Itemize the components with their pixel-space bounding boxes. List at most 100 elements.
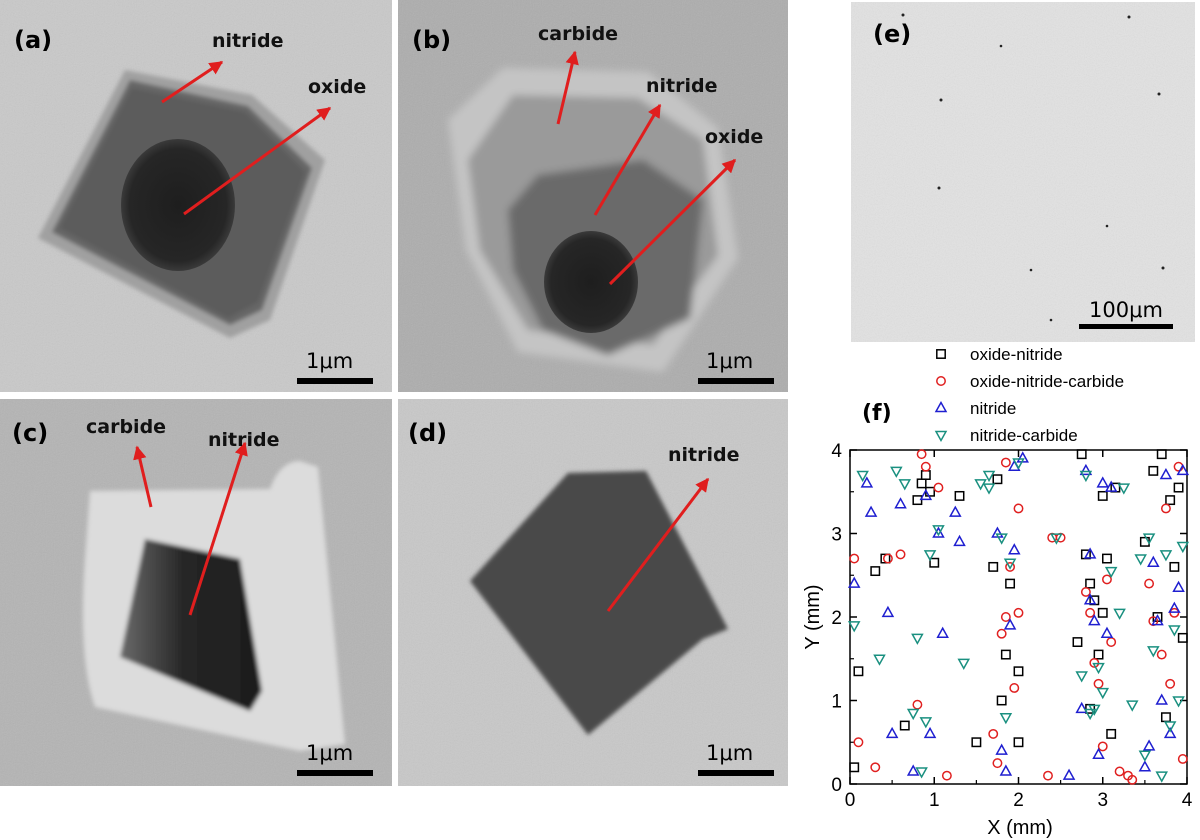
point-oxide-nitride: [1106, 728, 1117, 739]
legend: oxide-nitride oxide-nitride-carbide nitrid…: [934, 345, 1124, 445]
point-oxide-nitride: [1169, 561, 1180, 572]
point-nitride: [1083, 547, 1097, 559]
label-nitride-d: nitride: [668, 444, 740, 466]
point-nitride-carbide: [982, 470, 996, 483]
point-nitride: [1088, 614, 1101, 626]
inclusion-dots: [901, 13, 1165, 322]
point-nitride-carbide: [1083, 708, 1097, 721]
scale-text-b: 1μm: [706, 349, 753, 373]
point-nitride: [1104, 480, 1118, 492]
label-oxide-a: oxide: [308, 76, 366, 98]
panel-f: (f) oxide-nitride oxide-nitride-carbide ni…: [802, 345, 1193, 839]
point-nitride: [1159, 468, 1173, 480]
point-nitride-carbide: [1104, 566, 1118, 579]
point-oxide-nitride-carbide: [1156, 649, 1167, 660]
point-nitride-carbide: [1088, 704, 1101, 716]
point-nitride-carbide: [1075, 671, 1088, 683]
point-oxide-nitride-carbide: [853, 737, 864, 748]
point-nitride-carbide: [911, 633, 924, 645]
point-oxide-nitride: [916, 478, 927, 489]
legend-label-oxide-nitride: oxide-nitride: [970, 345, 1063, 364]
point-nitride: [885, 726, 899, 739]
point-oxide-nitride-carbide: [895, 549, 906, 560]
point-oxide-nitride-carbide: [941, 770, 952, 781]
point-nitride: [999, 764, 1013, 776]
particle-c: [82, 461, 345, 751]
series-nitride: [847, 451, 1190, 780]
point-nitride: [1155, 693, 1168, 705]
point-oxide-nitride-carbide: [1106, 637, 1117, 647]
scale-text-d: 1μm: [706, 741, 753, 765]
point-nitride: [1163, 726, 1177, 739]
point-oxide-nitride: [954, 490, 965, 501]
point-nitride-carbide: [1012, 458, 1025, 470]
point-nitride: [1142, 739, 1156, 751]
arrow-oxide-a: [183, 106, 332, 216]
point-oxide-nitride: [996, 695, 1007, 706]
point-nitride: [1096, 476, 1110, 488]
point-nitride-carbide: [1113, 608, 1126, 620]
scale-text-e: 100μm: [1089, 298, 1163, 322]
point-nitride: [1147, 555, 1160, 567]
arrow-nitride-a: [161, 60, 224, 104]
point-oxide-nitride: [899, 720, 910, 731]
point-nitride: [1138, 760, 1152, 772]
point-nitride: [864, 505, 878, 517]
point-nitride: [995, 743, 1008, 755]
point-oxide-nitride: [1000, 649, 1011, 660]
point-oxide-nitride: [853, 666, 864, 677]
legend-label-oxide-nitride-carbide: oxide-nitride-carbide: [970, 372, 1124, 391]
point-nitride-carbide: [974, 479, 987, 491]
point-nitride-carbide: [1125, 700, 1139, 712]
oxide-core-b: [544, 231, 638, 333]
point-oxide-nitride-carbide: [996, 628, 1007, 639]
x-tick-label: 1: [929, 790, 940, 811]
point-oxide-nitride-carbide: [1102, 574, 1112, 585]
label-nitride-b: nitride: [646, 75, 718, 97]
legend-marker-oxide-nitride-carbide: [936, 376, 946, 386]
point-nitride-carbide: [982, 483, 996, 495]
scale-bar-c: [297, 770, 373, 776]
point-oxide-nitride-carbide: [912, 699, 923, 710]
legend-marker-oxide-nitride: [936, 349, 946, 359]
point-nitride-carbide: [898, 479, 912, 491]
scale-text-c: 1μm: [306, 741, 353, 765]
point-nitride-carbide: [1147, 646, 1160, 658]
point-nitride-carbide: [1050, 533, 1063, 545]
point-nitride: [847, 576, 861, 588]
point-oxide-nitride-carbide: [1097, 741, 1108, 752]
y-tick-label: 3: [831, 525, 842, 546]
point-oxide-nitride: [1102, 553, 1112, 564]
point-oxide-nitride-carbide: [1013, 503, 1024, 514]
point-oxide-nitride: [1148, 465, 1159, 476]
scale-bar-d: [698, 770, 774, 776]
panel-label-b: (b): [412, 26, 451, 54]
point-oxide-nitride-carbide: [1114, 766, 1125, 777]
point-nitride-carbide: [1142, 533, 1156, 545]
series-nitride-carbide: [847, 458, 1190, 783]
point-nitride-carbide: [1079, 470, 1093, 483]
panel-d: (d) nitride 1μm: [398, 399, 788, 786]
point-nitride: [906, 764, 920, 776]
x-tick-label: 3: [1097, 790, 1108, 811]
x-tick-label: 4: [1182, 790, 1193, 811]
point-nitride-carbide: [1134, 554, 1147, 566]
point-nitride-carbide: [957, 658, 971, 670]
point-oxide-nitride-carbide: [1144, 578, 1155, 589]
panel-a: (a) nitride oxide 1μm: [0, 0, 392, 392]
point-nitride-carbide: [919, 717, 933, 729]
point-nitride-carbide: [1155, 771, 1168, 783]
y-tick-label: 4: [831, 441, 842, 462]
point-oxide-nitride: [1177, 632, 1188, 643]
point-nitride-carbide: [1096, 687, 1110, 700]
panel-label-c: (c): [12, 419, 48, 447]
scale-bar-e: [1079, 324, 1173, 329]
point-oxide-nitride: [1156, 449, 1167, 460]
point-oxide-nitride: [849, 762, 860, 773]
point-nitride-carbide: [1176, 541, 1190, 554]
label-nitride-c: nitride: [208, 429, 280, 451]
scale-text-a: 1μm: [306, 349, 353, 373]
point-oxide-nitride-carbide: [992, 758, 1003, 769]
point-nitride-carbide: [873, 654, 886, 666]
point-nitride: [919, 488, 933, 501]
